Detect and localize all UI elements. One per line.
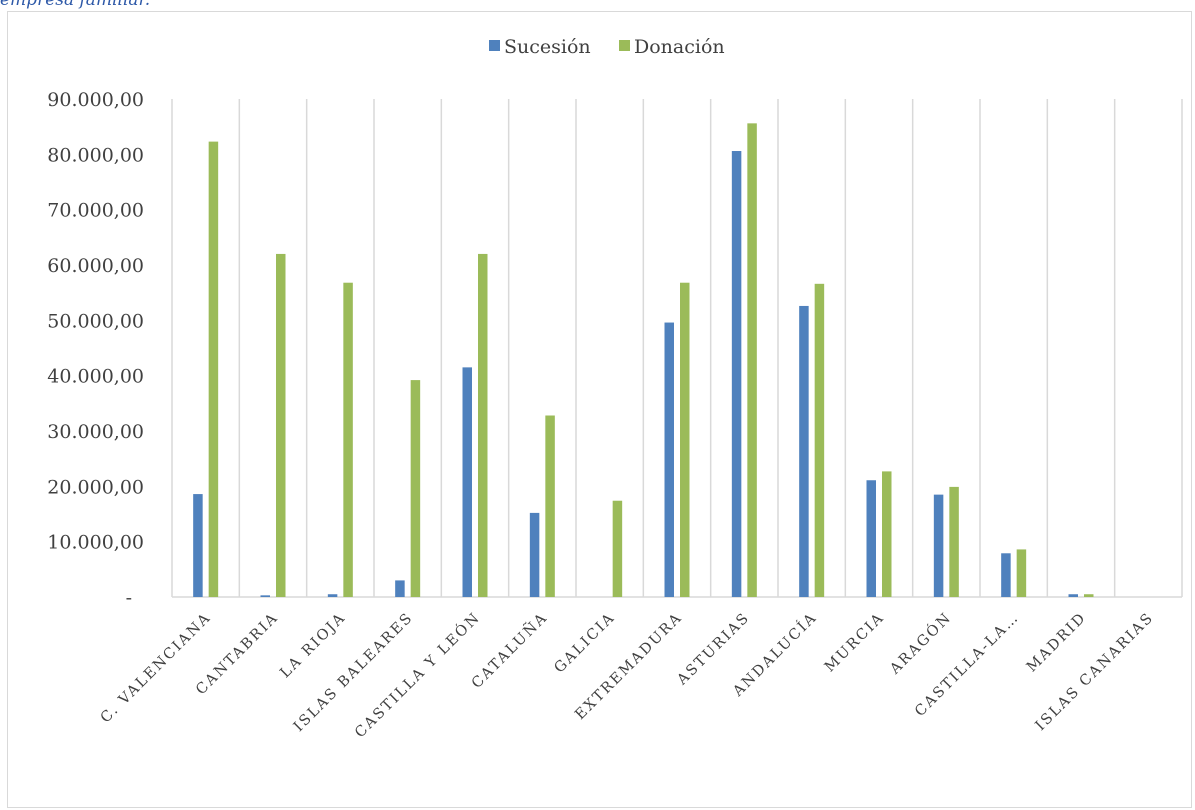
category-label: MURCIA	[822, 610, 888, 676]
bar-sucesión	[1001, 553, 1011, 597]
bar-sucesión	[462, 367, 472, 597]
legend-swatch	[489, 40, 500, 51]
category-label: LA RIOJA	[277, 610, 349, 682]
category-label: MADRID	[1024, 610, 1090, 676]
bar-donación	[680, 282, 690, 597]
bar-sucesión	[933, 494, 944, 597]
bar-sucesión	[193, 494, 203, 597]
y-tick-label: 50.000,00	[47, 310, 144, 332]
category-label: GALICIA	[552, 610, 619, 677]
y-tick-label: -	[126, 587, 132, 609]
bar-donación	[343, 282, 353, 597]
bar-donación	[814, 283, 825, 597]
bar-sucesión	[529, 512, 540, 597]
y-tick-label: 20.000,00	[47, 476, 144, 498]
bar-sucesión	[664, 322, 674, 597]
figure-caption: empresa familiar.	[0, 0, 151, 10]
bar-donación	[747, 123, 757, 597]
y-tick-label: 90.000,00	[47, 89, 144, 111]
bar-donación	[949, 486, 959, 597]
bar-donación	[545, 415, 555, 597]
bar-sucesión	[395, 580, 405, 597]
y-tick-label: 40.000,00	[47, 366, 144, 388]
bar-donación	[276, 253, 286, 597]
category-label: C. VALENCIANA	[98, 610, 215, 727]
y-tick-label: 70.000,00	[47, 200, 144, 222]
bar-sucesión	[866, 480, 876, 597]
y-tick-label: 10.000,00	[47, 532, 144, 554]
bar-donación	[410, 380, 421, 597]
legend-swatch	[619, 40, 630, 51]
bar-donación	[1016, 549, 1027, 597]
category-label: CASTILLA Y LEÓN	[351, 608, 484, 741]
bar-donación	[478, 253, 488, 597]
y-tick-label: 80.000,00	[47, 144, 144, 166]
category-label: ISLAS BALEARES	[291, 610, 417, 736]
bar-donación	[208, 141, 219, 597]
chart-frame: - 10.000,00 20.000,00 30.000,00 40.000,00 50.…	[7, 11, 1192, 808]
bar-chart: - 10.000,00 20.000,00 30.000,00 40.000,00 50.…	[47, 36, 1183, 741]
category-label: ARAGÓN	[885, 608, 955, 678]
legend-label: Sucesión	[504, 36, 591, 58]
category-label: ISLAS CANARIAS	[1033, 610, 1158, 735]
bar-sucesión	[327, 594, 338, 597]
bar-sucesión	[260, 595, 270, 597]
bar-donación	[1084, 594, 1094, 597]
bar-donación	[882, 471, 892, 597]
bar-sucesión	[1068, 594, 1078, 597]
bar-sucesión	[731, 151, 742, 597]
bar-donación	[612, 500, 623, 597]
bar-sucesión	[799, 305, 809, 597]
y-tick-label: 30.000,00	[47, 421, 144, 443]
legend-label: Donación	[634, 36, 725, 58]
y-tick-label: 60.000,00	[47, 255, 144, 277]
